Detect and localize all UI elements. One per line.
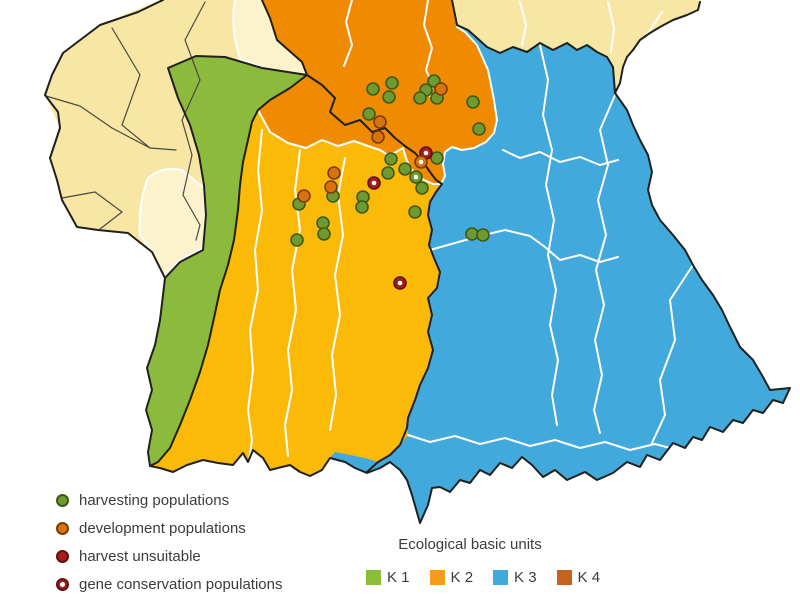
unsuitable-marker-icon — [56, 549, 69, 563]
legend-units-title: Ecological basic units — [398, 536, 542, 553]
unit-swatch-icon — [556, 570, 572, 585]
harvesting-population-marker — [381, 166, 395, 180]
unit-label: K 3 — [514, 569, 537, 586]
gene-conservation-ring — [423, 150, 429, 156]
harvesting-population-marker — [476, 228, 490, 242]
harvesting-population-marker — [382, 90, 396, 104]
harvesting-population-marker — [466, 95, 480, 109]
unit-label: K 1 — [387, 569, 410, 586]
legend-label: harvest unsuitable — [79, 547, 201, 565]
legend-label: harvesting populations — [79, 491, 230, 509]
unit-swatch-icon — [429, 570, 445, 585]
development-population-marker — [297, 189, 311, 203]
legend-units: K 1 K 2 K 3 K 4 — [366, 569, 600, 586]
harvesting-population-marker — [398, 162, 412, 176]
region-k3 — [330, 0, 790, 523]
legend-label: gene conservation populations — [79, 575, 283, 593]
unit-swatch-icon — [493, 570, 509, 585]
legend-label: development populations — [79, 519, 246, 537]
development-marker-icon — [56, 521, 69, 535]
harvesting-population-marker — [430, 151, 444, 165]
harvesting-population-marker — [385, 76, 399, 90]
development-population-marker — [327, 166, 341, 180]
region-neighbors-cream-karlsruhe — [139, 169, 206, 276]
legend-unit-K1: K 1 — [366, 569, 410, 586]
development-population-marker — [373, 115, 387, 129]
region-k1 — [146, 56, 307, 466]
region-neighbors-cream-hesse — [233, 0, 307, 74]
unit-label: K 4 — [577, 569, 601, 586]
harvesting-population-marker — [290, 233, 304, 247]
population-markers — [290, 74, 490, 290]
legend-row-harvesting-populations: harvesting populations — [56, 486, 282, 514]
harvesting-population-marker — [366, 82, 380, 96]
harvesting-population-marker — [415, 181, 429, 195]
unit-label: K 2 — [450, 569, 474, 586]
region-neighbors-northwest — [45, 0, 307, 278]
development-population-marker — [371, 130, 385, 144]
gene-conservation-ring — [371, 180, 377, 186]
harvesting-population-marker — [355, 200, 369, 214]
gene-conservation-ring — [413, 174, 419, 180]
state-borders-black — [44, 0, 791, 524]
harvesting-marker-icon — [56, 493, 69, 507]
harvesting-population-marker — [362, 107, 376, 121]
harvesting-population-marker — [317, 227, 331, 241]
unsuitable-donut-marker-icon — [56, 577, 69, 591]
gene-conservation-ring — [397, 280, 403, 286]
region-k2 — [150, 70, 480, 476]
legend-row-development-populations: development populations — [56, 514, 282, 542]
legend-row-gene-conservation-populations: gene conservation populations — [56, 570, 282, 598]
harvesting-population-marker — [384, 152, 398, 166]
legend-populations: harvesting populations development popula… — [56, 486, 282, 598]
development-population-marker — [324, 180, 338, 194]
harvesting-population-marker — [316, 216, 330, 230]
harvesting-population-marker — [465, 227, 479, 241]
gene-conservation-ring — [418, 159, 424, 165]
harvesting-population-marker — [408, 205, 422, 219]
marker-ring-center — [60, 581, 65, 587]
legend-unit-K3: K 3 — [493, 569, 537, 586]
region-neighbors-northeast — [452, 0, 700, 93]
legend-unit-K4: K 4 — [556, 569, 601, 586]
harvesting-population-marker — [472, 122, 486, 136]
legend-unit-K2: K 2 — [429, 569, 474, 586]
district-borders-dark — [45, 1, 206, 241]
legend-row-harvest-unsuitable: harvest unsuitable — [56, 542, 282, 570]
harvesting-population-marker — [413, 91, 427, 105]
unit-swatch-icon — [366, 570, 381, 585]
development-population-marker — [434, 82, 448, 96]
